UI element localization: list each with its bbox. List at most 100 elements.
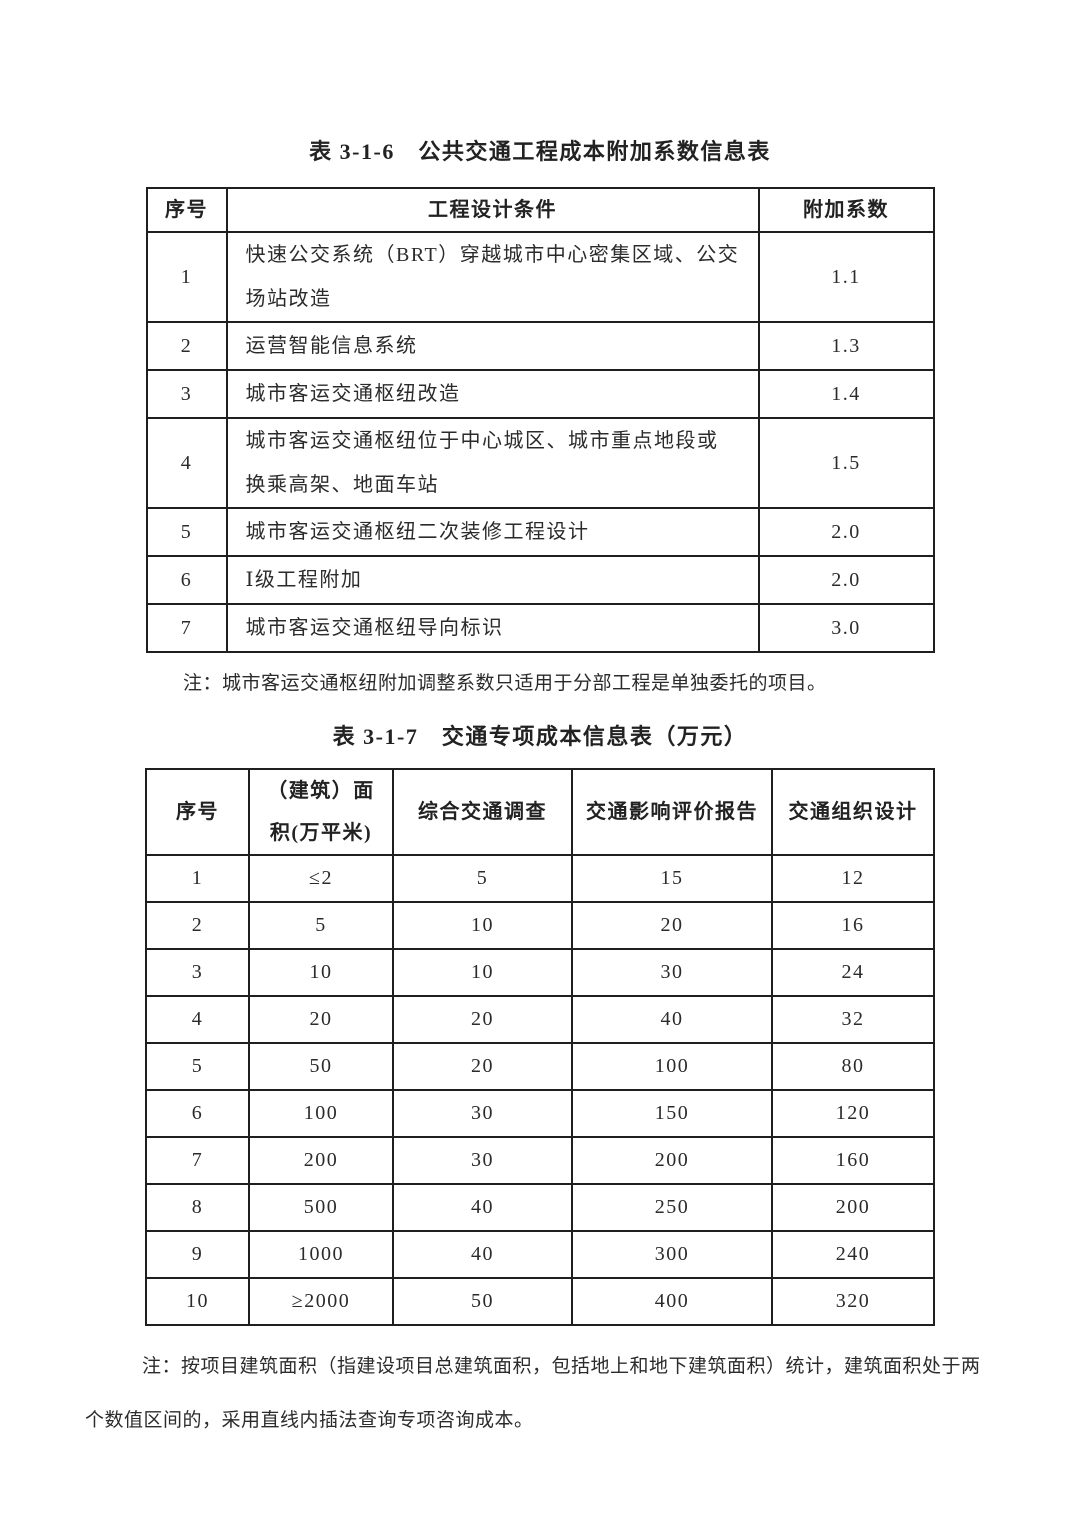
- cell-design: 200: [771, 1183, 935, 1232]
- cell-design: 320: [771, 1277, 935, 1326]
- cell-area: 5: [248, 901, 394, 950]
- cell-condition: 城市客运交通枢纽改造: [225, 369, 760, 419]
- cell-seq: 1: [145, 854, 250, 903]
- table-row: 5 50 20 100 80: [145, 1042, 935, 1091]
- cell-survey: 20: [392, 1042, 573, 1091]
- cell-survey: 50: [392, 1277, 573, 1326]
- table-row: 1 快速公交系统（BRT）穿越城市中心密集区域、公交场站改造 1.1: [145, 231, 935, 323]
- cell-design: 32: [771, 995, 935, 1044]
- cell-coefficient: 2.0: [757, 507, 935, 557]
- cell-survey: 30: [392, 1136, 573, 1185]
- cell-seq: 7: [145, 1136, 250, 1185]
- table-row: 4 20 20 40 32: [145, 995, 935, 1044]
- cell-seq: 2: [145, 901, 250, 950]
- cell-survey: 5: [392, 854, 573, 903]
- cell-coefficient: 1.4: [757, 369, 935, 419]
- table2-header-survey: 综合交通调查: [392, 768, 573, 856]
- table1-header-coefficient: 附加系数: [757, 187, 935, 233]
- cell-seq: 7: [145, 603, 228, 653]
- table-row: 10 ≥2000 50 400 320: [145, 1277, 935, 1326]
- cell-area: 500: [248, 1183, 394, 1232]
- cell-coefficient: 2.0: [757, 555, 935, 605]
- table-row: 7 200 30 200 160: [145, 1136, 935, 1185]
- table2-note: 注：按项目建筑面积（指建设项目总建筑面积，包括地上和地下建筑面积）统计，建筑面积…: [85, 1356, 981, 1431]
- cell-design: 240: [771, 1230, 935, 1279]
- table1-title: 表 3-1-6 公共交通工程成本附加系数信息表: [309, 139, 771, 164]
- cell-seq: 2: [145, 321, 228, 371]
- cell-design: 12: [771, 854, 935, 903]
- cell-area: 1000: [248, 1230, 394, 1279]
- table2-header-seq: 序号: [145, 768, 250, 856]
- cell-seq: 10: [145, 1277, 250, 1326]
- cell-report: 100: [571, 1042, 773, 1091]
- table2-special-cost: 序号 （建筑）面积(万平米) 综合交通调查 交通影响评价报告 交通组织设计 1 …: [145, 768, 935, 1326]
- cell-design: 120: [771, 1089, 935, 1138]
- cell-area: 100: [248, 1089, 394, 1138]
- cell-area: ≥2000: [248, 1277, 394, 1326]
- cell-area: 10: [248, 948, 394, 997]
- table-row: 6 Ⅰ级工程附加 2.0: [145, 555, 935, 605]
- cell-coefficient: 1.3: [757, 321, 935, 371]
- cell-condition: 快速公交系统（BRT）穿越城市中心密集区域、公交场站改造: [225, 231, 760, 323]
- cell-survey: 10: [392, 901, 573, 950]
- cell-survey: 20: [392, 995, 573, 1044]
- cell-condition: 城市客运交通枢纽二次装修工程设计: [225, 507, 760, 557]
- cell-area: 50: [248, 1042, 394, 1091]
- table1-note: 注：城市客运交通枢纽附加调整系数只适用于分部工程是单独委托的项目。: [183, 673, 827, 694]
- cell-report: 40: [571, 995, 773, 1044]
- table-row: 9 1000 40 300 240: [145, 1230, 935, 1279]
- table2-header-row: 序号 （建筑）面积(万平米) 综合交通调查 交通影响评价报告 交通组织设计: [145, 768, 935, 856]
- table2-title: 表 3-1-7 交通专项成本信息表（万元）: [332, 724, 748, 749]
- cell-report: 250: [571, 1183, 773, 1232]
- table-row: 2 5 10 20 16: [145, 901, 935, 950]
- table1-cost-coefficient: 序号 工程设计条件 附加系数 1 快速公交系统（BRT）穿越城市中心密集区域、公…: [145, 187, 935, 653]
- cell-coefficient: 1.5: [757, 417, 935, 509]
- table1-header-seq: 序号: [145, 187, 228, 233]
- cell-seq: 5: [145, 507, 228, 557]
- table2-header-report: 交通影响评价报告: [571, 768, 773, 856]
- cell-report: 200: [571, 1136, 773, 1185]
- cell-seq: 1: [145, 231, 228, 323]
- cell-area: 200: [248, 1136, 394, 1185]
- table2-header-design: 交通组织设计: [771, 768, 935, 856]
- table-row: 3 城市客运交通枢纽改造 1.4: [145, 369, 935, 419]
- cell-design: 16: [771, 901, 935, 950]
- cell-condition: Ⅰ级工程附加: [225, 555, 760, 605]
- cell-survey: 40: [392, 1183, 573, 1232]
- cell-report: 20: [571, 901, 773, 950]
- table-row: 5 城市客运交通枢纽二次装修工程设计 2.0: [145, 507, 935, 557]
- cell-survey: 40: [392, 1230, 573, 1279]
- cell-report: 30: [571, 948, 773, 997]
- cell-seq: 6: [145, 555, 228, 605]
- cell-seq: 3: [145, 369, 228, 419]
- cell-seq: 8: [145, 1183, 250, 1232]
- table-row: 1 ≤2 5 15 12: [145, 854, 935, 903]
- cell-condition: 运营智能信息系统: [225, 321, 760, 371]
- cell-coefficient: 1.1: [757, 231, 935, 323]
- cell-seq: 4: [145, 417, 228, 509]
- table2-header-area: （建筑）面积(万平米): [248, 768, 394, 856]
- cell-condition: 城市客运交通枢纽导向标识: [225, 603, 760, 653]
- table-row: 2 运营智能信息系统 1.3: [145, 321, 935, 371]
- cell-seq: 6: [145, 1089, 250, 1138]
- cell-seq: 4: [145, 995, 250, 1044]
- cell-condition: 城市客运交通枢纽位于中心城区、城市重点地段或换乘高架、地面车站: [225, 417, 760, 509]
- cell-coefficient: 3.0: [757, 603, 935, 653]
- cell-seq: 3: [145, 948, 250, 997]
- cell-design: 160: [771, 1136, 935, 1185]
- cell-area: 20: [248, 995, 394, 1044]
- table-row: 8 500 40 250 200: [145, 1183, 935, 1232]
- cell-area: ≤2: [248, 854, 394, 903]
- cell-design: 80: [771, 1042, 935, 1091]
- cell-report: 150: [571, 1089, 773, 1138]
- cell-report: 400: [571, 1277, 773, 1326]
- cell-survey: 10: [392, 948, 573, 997]
- table-row: 7 城市客运交通枢纽导向标识 3.0: [145, 603, 935, 653]
- cell-seq: 5: [145, 1042, 250, 1091]
- cell-report: 300: [571, 1230, 773, 1279]
- cell-seq: 9: [145, 1230, 250, 1279]
- cell-report: 15: [571, 854, 773, 903]
- cell-survey: 30: [392, 1089, 573, 1138]
- table1-header-row: 序号 工程设计条件 附加系数: [145, 187, 935, 233]
